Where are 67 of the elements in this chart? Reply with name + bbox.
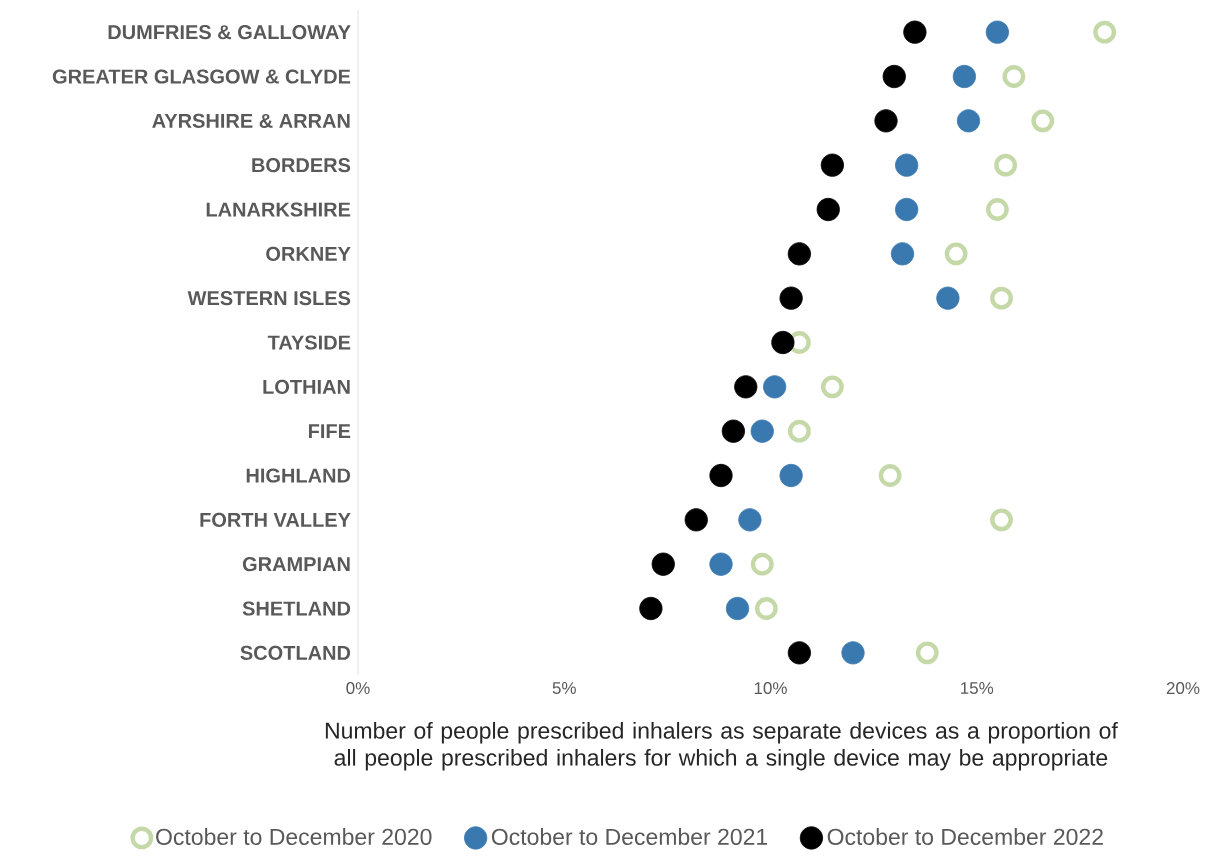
x-tick-label: 5% <box>552 682 576 694</box>
point <box>878 464 902 487</box>
point <box>820 153 844 177</box>
point <box>952 64 976 89</box>
point <box>890 242 915 266</box>
y-tick-label: LANARKSHIRE <box>206 202 351 217</box>
point <box>820 375 844 399</box>
y-tick-label: SCOTLAND <box>240 645 351 660</box>
point <box>787 242 811 266</box>
point <box>651 552 675 576</box>
x-tick-label: 20% <box>1166 682 1200 695</box>
point <box>771 330 795 355</box>
point <box>882 64 906 89</box>
x-axis-title: Number of people prescribed inhalers as separate devices as a proportion of all people prescribed inhalers for which a single device may be appropriate <box>325 721 1118 771</box>
x-tick-label: 0% <box>346 682 370 695</box>
point <box>841 641 865 665</box>
y-tick-label: LOTHIAN <box>263 379 350 394</box>
legend-label: October to December 2022 <box>827 828 1103 845</box>
legend-label: October to December 2021 <box>491 828 768 845</box>
y-tick-label: FORTH VALLEY <box>200 512 351 527</box>
point <box>763 375 787 399</box>
point <box>639 596 663 621</box>
y-tick-label: DUMFRIES & GALLOWAY <box>108 25 351 40</box>
y-tick-label: WESTERN ISLES <box>187 291 351 306</box>
point <box>903 20 927 44</box>
point <box>985 198 1009 221</box>
point <box>895 197 919 222</box>
point <box>936 286 960 310</box>
point <box>750 552 774 576</box>
y-tick-label: HIGHLAND <box>246 468 351 483</box>
point <box>944 242 968 266</box>
point <box>787 641 811 665</box>
point <box>1002 65 1026 88</box>
point <box>915 641 939 665</box>
y-tick-label: TAYSIDE <box>267 335 351 350</box>
y-tick-label: FIFE <box>308 424 351 439</box>
point <box>816 197 840 222</box>
point <box>684 508 708 532</box>
point <box>709 552 733 576</box>
point <box>779 286 803 310</box>
point <box>985 20 1009 44</box>
point <box>721 419 745 443</box>
point <box>994 153 1018 177</box>
point <box>1093 20 1117 44</box>
x-tick-label: 10% <box>754 682 787 695</box>
point <box>738 508 762 532</box>
point <box>956 109 981 133</box>
point <box>787 419 811 443</box>
y-tick-label: GRAMPIAN <box>242 557 350 572</box>
point <box>725 596 750 621</box>
y-tick-label: AYRSHIRE & ARRAN <box>152 113 350 128</box>
point <box>754 597 778 620</box>
point <box>709 463 733 488</box>
point <box>990 508 1013 532</box>
point <box>734 375 758 399</box>
y-tick-label: BORDERS <box>252 158 351 173</box>
point <box>750 419 774 443</box>
legend-label: October to December 2020 <box>156 828 432 845</box>
point <box>1031 109 1055 133</box>
point <box>895 153 919 177</box>
y-tick-label: GREATER GLASGOW & CLYDE <box>52 69 351 84</box>
y-tick-label: ORKNEY <box>266 246 351 261</box>
x-tick-label: 15% <box>961 682 994 694</box>
point <box>874 109 898 133</box>
point <box>990 286 1013 310</box>
point <box>779 463 803 488</box>
y-tick-label: SHETLAND <box>242 601 351 616</box>
